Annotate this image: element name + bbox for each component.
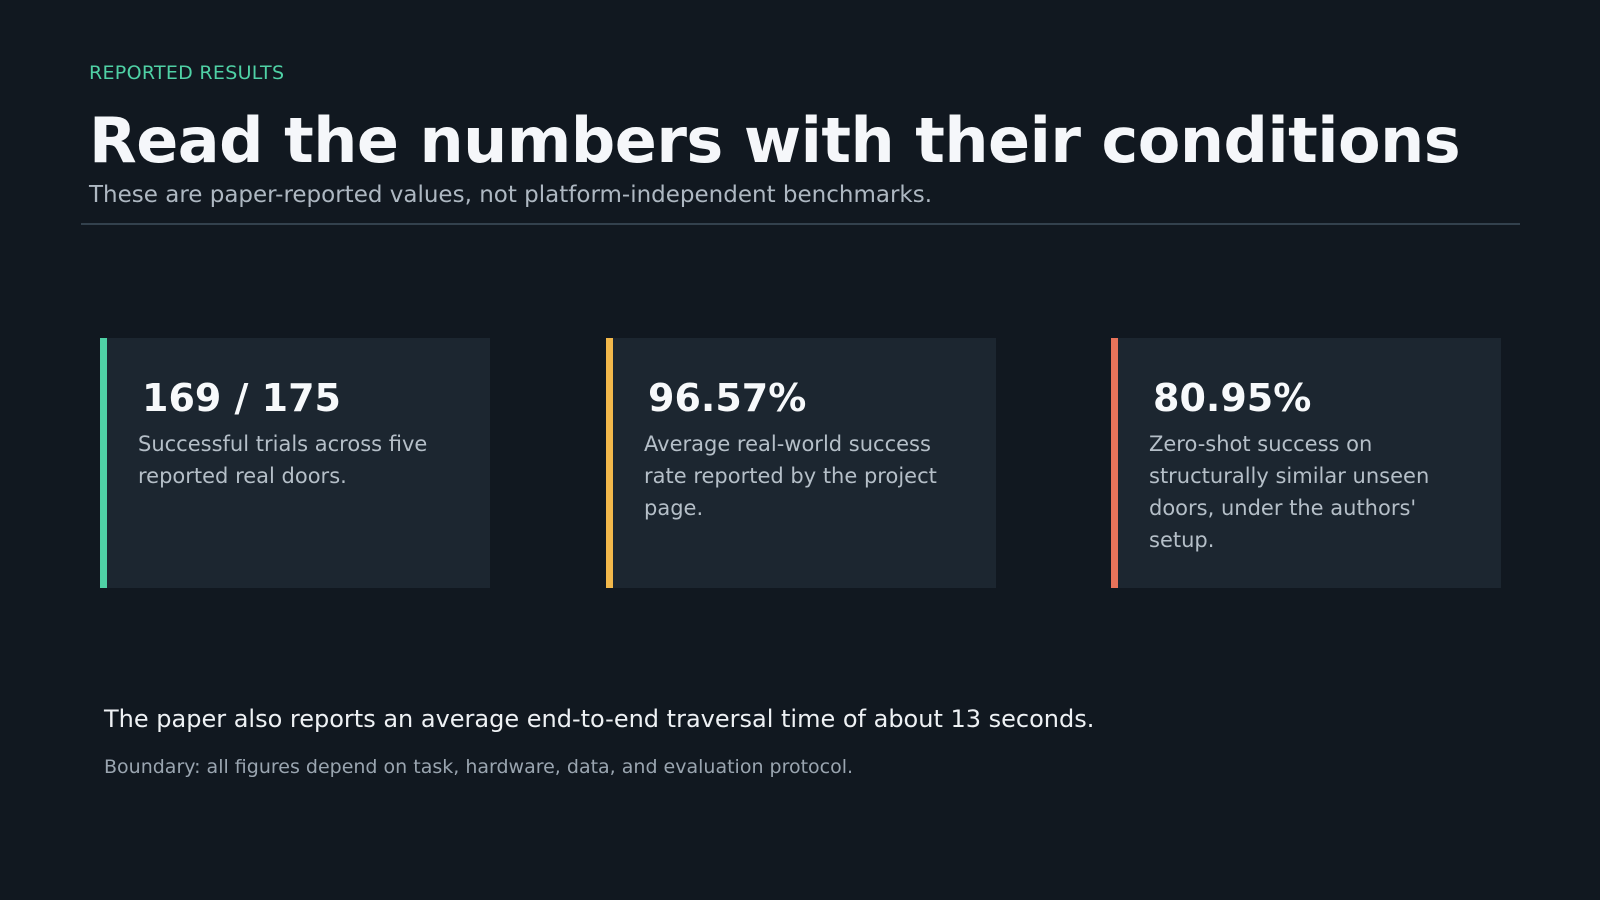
metric-description: Average real-world success rate reported…	[644, 432, 937, 520]
metric-card: 96.57% Average real-world success rate r…	[606, 338, 996, 588]
metric-value: 96.57%	[648, 376, 807, 420]
metric-value: 80.95%	[1153, 376, 1312, 420]
metric-card: 169 / 175 Successful trials across five …	[100, 338, 490, 588]
footnote: The paper also reports an average end-to…	[104, 705, 1095, 733]
metric-description: Zero-shot success on structurally simila…	[1149, 432, 1430, 552]
boundary-note: Boundary: all figures depend on task, ha…	[104, 756, 854, 778]
title: Read the numbers with their conditions	[89, 104, 1461, 177]
subtitle: These are paper-reported values, not pla…	[89, 182, 933, 208]
metric-description: Successful trials across five reported r…	[138, 432, 428, 488]
eyebrow: REPORTED RESULTS	[89, 62, 285, 84]
metric-value: 169 / 175	[142, 376, 341, 420]
metric-card: 80.95% Zero-shot success on structurally…	[1111, 338, 1501, 588]
divider	[81, 223, 1520, 225]
